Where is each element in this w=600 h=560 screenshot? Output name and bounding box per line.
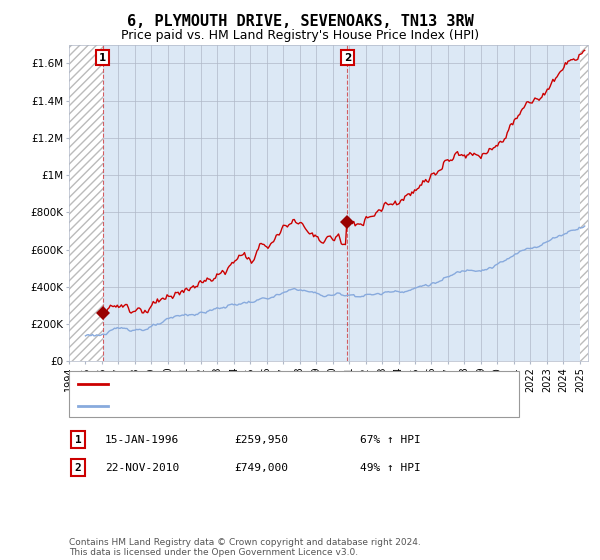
HPI: Average price, detached house, Sevenoaks: (2.03e+03, 7.26e+05): Average price, detached house, Sevenoaks…	[581, 223, 589, 230]
Text: £749,000: £749,000	[234, 463, 288, 473]
Text: 6, PLYMOUTH DRIVE, SEVENOAKS, TN13 3RW (detached house): 6, PLYMOUTH DRIVE, SEVENOAKS, TN13 3RW (…	[112, 379, 456, 389]
Line: 6, PLYMOUTH DRIVE, SEVENOAKS, TN13 3RW (detached house): 6, PLYMOUTH DRIVE, SEVENOAKS, TN13 3RW (…	[102, 50, 585, 313]
HPI: Average price, detached house, Sevenoaks: (2.02e+03, 4.52e+05): Average price, detached house, Sevenoaks…	[443, 274, 450, 281]
Text: 49% ↑ HPI: 49% ↑ HPI	[360, 463, 421, 473]
HPI: Average price, detached house, Sevenoaks: (2e+03, 1.36e+05): Average price, detached house, Sevenoaks…	[82, 333, 89, 339]
Text: 1: 1	[74, 435, 82, 445]
Text: 6, PLYMOUTH DRIVE, SEVENOAKS, TN13 3RW: 6, PLYMOUTH DRIVE, SEVENOAKS, TN13 3RW	[127, 14, 473, 29]
HPI: Average price, detached house, Sevenoaks: (2.02e+03, 5.9e+05): Average price, detached house, Sevenoaks…	[516, 248, 523, 255]
6, PLYMOUTH DRIVE, SEVENOAKS, TN13 3RW (detached house)	[515, 112, 522, 119]
HPI: Average price, detached house, Sevenoaks: (2.01e+03, 3.51e+05): Average price, detached house, Sevenoaks…	[342, 292, 349, 299]
6, PLYMOUTH DRIVE, SEVENOAKS, TN13 3RW (detached house)	[255, 246, 262, 253]
Text: 15-JAN-1996: 15-JAN-1996	[105, 435, 179, 445]
Text: £259,950: £259,950	[234, 435, 288, 445]
Text: Price paid vs. HM Land Registry's House Price Index (HPI): Price paid vs. HM Land Registry's House …	[121, 29, 479, 42]
Text: HPI: Average price, detached house, Sevenoaks: HPI: Average price, detached house, Seve…	[112, 401, 394, 410]
HPI: Average price, detached house, Sevenoaks: (2.01e+03, 3.34e+05): Average price, detached house, Sevenoaks…	[256, 296, 263, 302]
6, PLYMOUTH DRIVE, SEVENOAKS, TN13 3RW (detached house)	[451, 151, 458, 158]
Text: 67% ↑ HPI: 67% ↑ HPI	[360, 435, 421, 445]
HPI: Average price, detached house, Sevenoaks: (2.02e+03, 4.79e+05): Average price, detached house, Sevenoaks…	[455, 269, 463, 276]
HPI: Average price, detached house, Sevenoaks: (2e+03, 1.36e+05): Average price, detached house, Sevenoaks…	[92, 333, 99, 339]
Text: 2: 2	[344, 53, 351, 63]
HPI: Average price, detached house, Sevenoaks: (2.02e+03, 4.77e+05): Average price, detached house, Sevenoaks…	[452, 269, 460, 276]
Text: 2: 2	[74, 463, 82, 473]
6, PLYMOUTH DRIVE, SEVENOAKS, TN13 3RW (detached house)	[454, 148, 461, 155]
Bar	[69, 45, 103, 361]
Text: 1: 1	[99, 53, 106, 63]
Bar	[580, 45, 588, 361]
Line: HPI: Average price, detached house, Sevenoaks: HPI: Average price, detached house, Seve…	[85, 226, 585, 336]
6, PLYMOUTH DRIVE, SEVENOAKS, TN13 3RW (detached house)	[581, 47, 589, 54]
Text: 22-NOV-2010: 22-NOV-2010	[105, 463, 179, 473]
Text: Contains HM Land Registry data © Crown copyright and database right 2024.
This d: Contains HM Land Registry data © Crown c…	[69, 538, 421, 557]
6, PLYMOUTH DRIVE, SEVENOAKS, TN13 3RW (detached house)	[340, 241, 347, 248]
6, PLYMOUTH DRIVE, SEVENOAKS, TN13 3RW (detached house)	[442, 157, 449, 164]
